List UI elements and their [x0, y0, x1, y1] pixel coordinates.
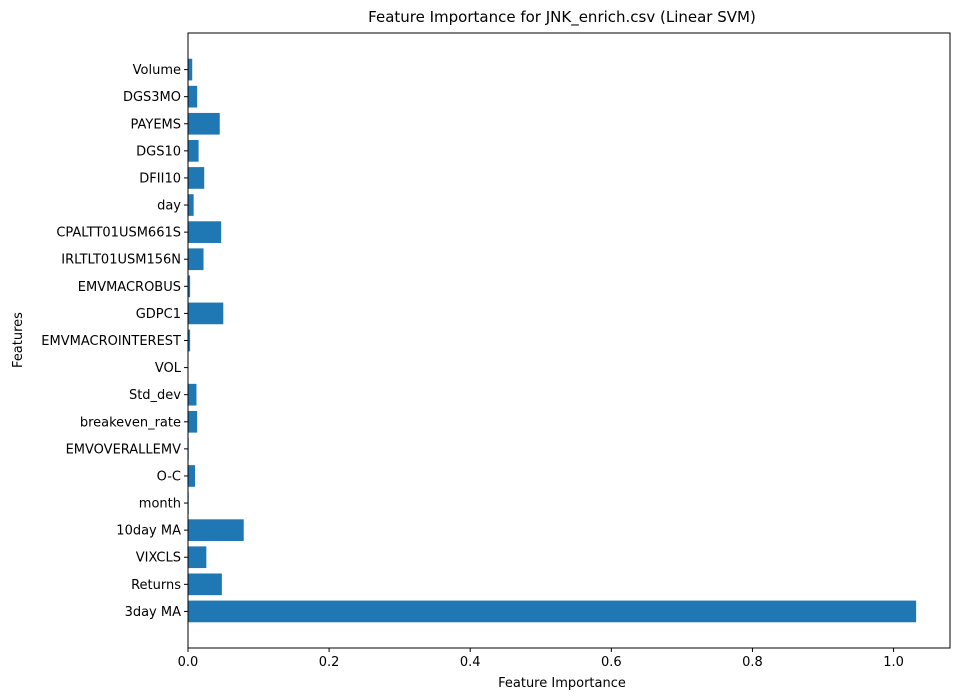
y-tick-label: EMVMACROBUS: [78, 280, 181, 295]
y-tick-label: day: [157, 199, 181, 214]
bar-dgs10: [188, 140, 199, 162]
plot-frame: [187, 32, 951, 649]
x-tick-label: 0.4: [460, 655, 481, 670]
x-tick-label: 0.8: [742, 655, 763, 670]
axes-frame: [187, 32, 951, 649]
x-tick-label: 1.0: [883, 655, 904, 670]
x-tick-label: 0.6: [601, 655, 622, 670]
y-tick-label: DFII10: [139, 171, 181, 186]
y-axis-label: Features: [11, 312, 26, 368]
y-tick-label: IRLTLT01USM156N: [61, 253, 181, 268]
y-tick-label: breakeven_rate: [80, 415, 181, 430]
bar-10day-ma: [188, 519, 244, 541]
bar-day: [188, 194, 194, 216]
x-axis-label: Feature Importance: [498, 676, 626, 691]
y-tick-label: Returns: [131, 578, 181, 593]
y-tick-label: EMVMACROINTEREST: [41, 334, 181, 349]
y-tick-label: 3day MA: [125, 605, 182, 620]
bar-irltlt01usm156n: [188, 248, 204, 271]
y-tick-label: PAYEMS: [130, 117, 181, 132]
bar-std-dev: [188, 383, 197, 406]
chart-title: Feature Importance for JNK_enrich.csv (L…: [368, 8, 756, 27]
y-tick-label: 10day MA: [116, 524, 181, 539]
bar-dgs3mo: [188, 85, 198, 108]
bar-gdpc1: [188, 302, 224, 325]
y-ticks-group: 3day MA Returns VIXCLS 10day MA month O-C EMVO…: [41, 63, 188, 620]
y-tick-label: month: [139, 497, 181, 512]
y-tick-label: DGS3MO: [123, 90, 181, 105]
x-tick-label: 0.0: [178, 655, 199, 670]
bar-emvmacrointerest: [188, 329, 191, 352]
bar-vixcls: [188, 546, 207, 569]
y-tick-label: VIXCLS: [136, 551, 181, 566]
bar-o-c: [188, 465, 196, 487]
y-tick-label: DGS10: [136, 144, 181, 159]
y-tick-label: Volume: [133, 63, 181, 78]
y-tick-label: VOL: [155, 361, 182, 376]
bar-payems: [188, 112, 220, 135]
bar-volume: [188, 58, 193, 81]
bar-emvmacrobus: [188, 275, 191, 298]
y-tick-label: EMVOVERALLEMV: [66, 442, 182, 457]
x-tick-label: 0.2: [319, 655, 340, 670]
y-tick-label: GDPC1: [136, 307, 181, 322]
bar-cpaltt01usm661s: [188, 221, 222, 243]
x-ticks-group: 0.0 0.2 0.4 0.6 0.8 1.0: [178, 648, 904, 670]
y-tick-label: CPALTT01USM661S: [56, 226, 181, 241]
bar-dfii10: [188, 167, 205, 189]
y-tick-label: Std_dev: [129, 388, 181, 403]
bar-breakeven-rate: [188, 410, 198, 433]
bar-returns: [188, 573, 222, 596]
bars-group: [188, 58, 917, 623]
bar-3day-ma: [188, 600, 917, 623]
y-tick-label: O-C: [157, 469, 181, 484]
